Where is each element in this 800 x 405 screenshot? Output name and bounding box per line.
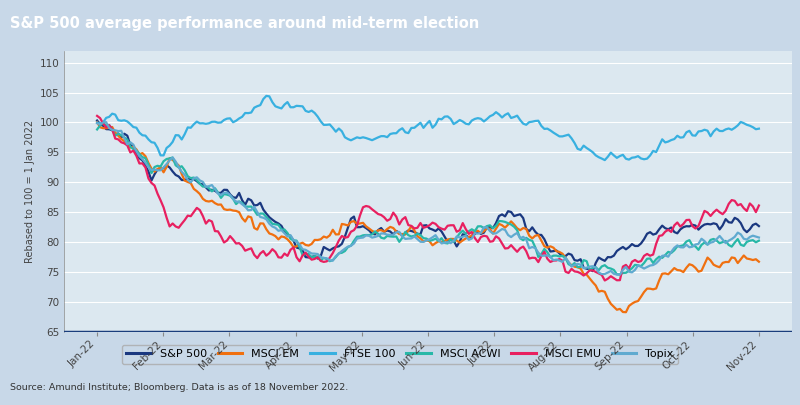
FTSE 100 bbox=[277, 106, 286, 111]
MSCI EMU bbox=[654, 234, 664, 239]
S&P 500 bbox=[274, 221, 283, 226]
MSCI EM bbox=[274, 237, 283, 242]
Topix bbox=[658, 254, 667, 258]
Legend: S&P 500, MSCI EM, FTSE 100, MSCI ACWI, MSCI EMU, Topix: S&P 500, MSCI EM, FTSE 100, MSCI ACWI, M… bbox=[122, 345, 678, 364]
Topix bbox=[277, 228, 286, 232]
Topix bbox=[678, 245, 688, 250]
Line: Topix: Topix bbox=[97, 122, 759, 275]
S&P 500 bbox=[286, 234, 295, 239]
MSCI EMU bbox=[286, 247, 295, 252]
Line: MSCI EMU: MSCI EMU bbox=[97, 116, 759, 281]
MSCI EMU bbox=[600, 278, 610, 283]
Y-axis label: Rebased to 100 = 1 Jan 2022: Rebased to 100 = 1 Jan 2022 bbox=[26, 120, 35, 263]
MSCI ACWI bbox=[678, 243, 688, 248]
S&P 500 bbox=[446, 237, 455, 242]
MSCI EMU bbox=[274, 255, 283, 260]
Line: MSCI EM: MSCI EM bbox=[97, 122, 759, 312]
MSCI ACWI bbox=[277, 227, 286, 232]
MSCI ACWI bbox=[690, 244, 700, 249]
MSCI EMU bbox=[675, 224, 685, 229]
MSCI EM bbox=[654, 278, 664, 283]
S&P 500 bbox=[588, 269, 598, 274]
Topix bbox=[690, 242, 700, 247]
MSCI EMU bbox=[754, 203, 764, 208]
MSCI ACWI bbox=[92, 127, 102, 132]
MSCI ACWI bbox=[754, 238, 764, 243]
MSCI EMU bbox=[446, 223, 455, 228]
Topix bbox=[102, 120, 111, 125]
FTSE 100 bbox=[289, 105, 298, 110]
S&P 500 bbox=[688, 222, 698, 227]
MSCI EM bbox=[92, 120, 102, 125]
FTSE 100 bbox=[754, 126, 764, 131]
MSCI EM bbox=[754, 259, 764, 264]
Text: S&P 500 average performance around mid-term election: S&P 500 average performance around mid-t… bbox=[10, 16, 479, 31]
Topix bbox=[615, 273, 625, 277]
MSCI ACWI bbox=[98, 120, 108, 125]
FTSE 100 bbox=[678, 135, 688, 140]
Topix bbox=[754, 235, 764, 240]
MSCI EM bbox=[286, 240, 295, 245]
MSCI EM bbox=[621, 310, 630, 315]
Line: MSCI ACWI: MSCI ACWI bbox=[97, 123, 759, 275]
MSCI ACWI bbox=[658, 256, 667, 260]
MSCI ACWI bbox=[449, 240, 458, 245]
MSCI EMU bbox=[92, 113, 102, 118]
FTSE 100 bbox=[92, 120, 102, 125]
FTSE 100 bbox=[690, 133, 700, 138]
FTSE 100 bbox=[658, 137, 667, 142]
S&P 500 bbox=[92, 118, 102, 123]
Line: S&P 500: S&P 500 bbox=[97, 121, 759, 271]
FTSE 100 bbox=[262, 94, 271, 98]
FTSE 100 bbox=[449, 122, 458, 126]
MSCI EM bbox=[446, 237, 455, 241]
Topix bbox=[449, 238, 458, 243]
FTSE 100 bbox=[600, 158, 610, 162]
Topix bbox=[92, 121, 102, 126]
MSCI ACWI bbox=[289, 238, 298, 243]
MSCI EMU bbox=[688, 224, 698, 228]
MSCI ACWI bbox=[615, 272, 625, 277]
S&P 500 bbox=[675, 227, 685, 232]
S&P 500 bbox=[654, 227, 664, 232]
S&P 500 bbox=[754, 224, 764, 228]
Topix bbox=[289, 238, 298, 243]
Text: Source: Amundi Institute; Bloomberg. Data is as of 18 November 2022.: Source: Amundi Institute; Bloomberg. Dat… bbox=[10, 384, 348, 392]
MSCI EM bbox=[688, 263, 698, 268]
Line: FTSE 100: FTSE 100 bbox=[97, 96, 759, 160]
MSCI EM bbox=[675, 268, 685, 273]
